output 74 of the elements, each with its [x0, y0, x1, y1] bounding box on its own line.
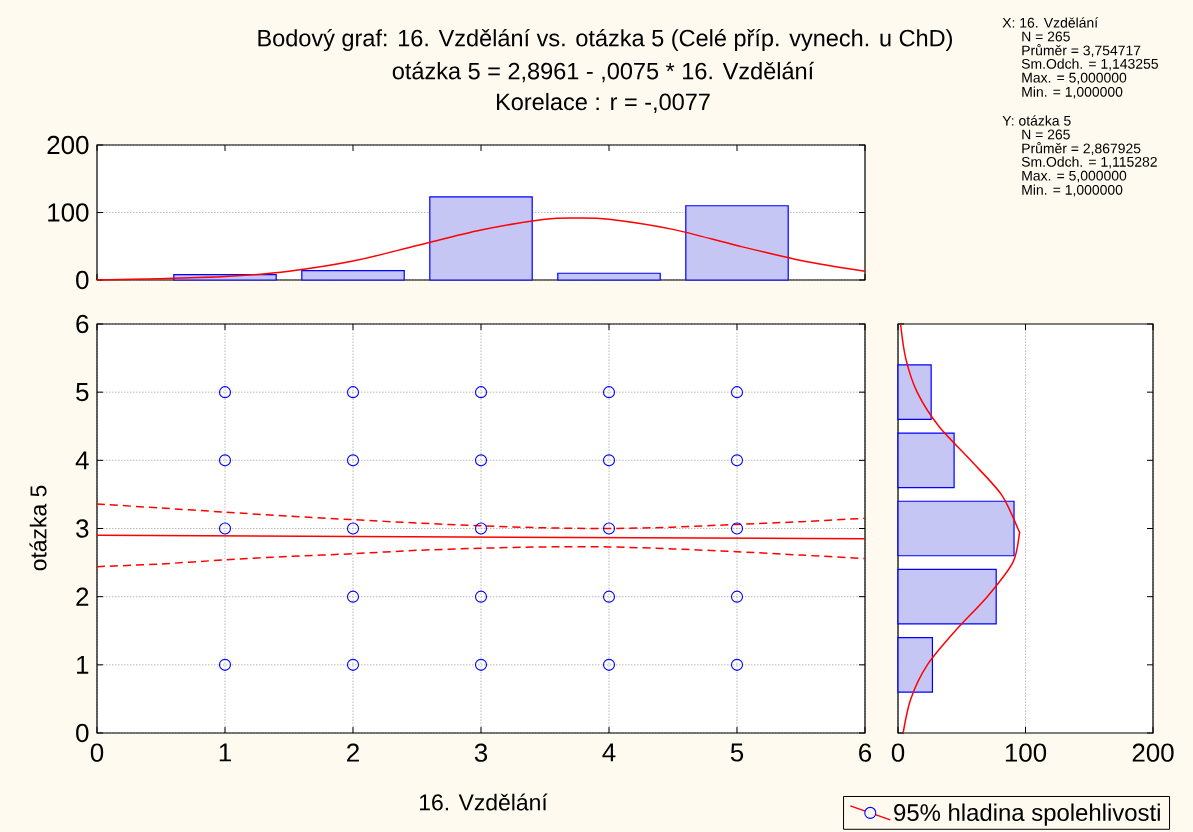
point: [346, 590, 360, 603]
x-tick-label: 0: [90, 743, 104, 762]
point: [474, 590, 488, 603]
text: Max. = 5,000000: [1022, 170, 1127, 183]
x-tick-label: 3: [474, 743, 488, 762]
point: [602, 386, 616, 399]
bar: [897, 636, 934, 693]
text: Sm.Odch. = 1,143255: [1021, 58, 1158, 71]
line-series: [96, 217, 866, 281]
x-tick-label: 6: [859, 743, 872, 762]
point: [218, 386, 232, 399]
x-axis-title: 16. Vzdělání: [419, 793, 548, 811]
point: [730, 658, 744, 671]
point: [218, 522, 232, 535]
bar: [557, 272, 661, 281]
text: Min. = 1,000000: [1022, 184, 1123, 197]
point: [474, 386, 488, 399]
text: N = 265: [1022, 31, 1070, 42]
x-tick-label: 100: [1005, 743, 1047, 762]
text: X: 16. Vzdělání: [1002, 17, 1099, 28]
y-tick-label: 100: [48, 203, 89, 222]
text: Korelace : r = -,0077: [497, 92, 710, 114]
x-tick-label: 2: [347, 743, 359, 762]
y-tick-label: 6: [76, 314, 89, 334]
bar: [301, 269, 405, 281]
text: Y: otázka 5: [1002, 115, 1071, 126]
point: [218, 658, 232, 671]
legend-label: 95% hladina spolehlivosti: [894, 803, 1160, 826]
point: [730, 386, 744, 399]
y-tick-label: 1: [77, 655, 89, 674]
x-tick-label: 200: [1132, 743, 1174, 762]
point: [730, 454, 744, 467]
y-tick-label: 0: [76, 270, 89, 290]
bar: [685, 205, 789, 281]
text: Průměr = 2,867925: [1022, 141, 1141, 155]
point: [346, 454, 360, 467]
text: Max. = 5,000000: [1022, 72, 1127, 85]
text: Sm.Odch. = 1,115282: [1021, 156, 1157, 169]
y-tick-label: 2: [76, 587, 89, 606]
text: N = 265: [1022, 129, 1070, 140]
text: Průměr = 3,754717: [1022, 43, 1141, 57]
x-tick-label: 0: [891, 743, 905, 762]
bar: [429, 196, 533, 281]
point: [346, 658, 360, 671]
y-tick-label: 3: [76, 519, 89, 538]
y-tick-label: 200: [47, 135, 89, 155]
point: [218, 454, 232, 467]
y-tick-label: 5: [76, 383, 89, 402]
point: [730, 590, 744, 603]
line-series: [96, 503, 866, 530]
x-tick-label: 4: [602, 743, 616, 762]
y-tick-label: 0: [76, 723, 89, 743]
point: [730, 522, 744, 535]
point: [602, 454, 616, 467]
point: [474, 522, 488, 535]
point: [474, 454, 488, 467]
chart-title: Bodový graf: 16. Vzdělání vs. otázka 5 (Celé příp. vynech. u ChD): [258, 28, 952, 52]
chart-subtitle: otázka 5 = 2,8961 - ,0075 * 16. Vzdělání: [392, 61, 815, 83]
y-axis-title: otázka 5: [29, 485, 47, 571]
bar: [897, 364, 932, 421]
point: [346, 522, 360, 535]
point: [346, 386, 360, 399]
point: [474, 658, 488, 671]
bar: [897, 432, 955, 489]
bar: [897, 500, 1015, 557]
x-tick-label: 1: [219, 743, 231, 762]
point: [602, 522, 616, 535]
text: Min. = 1,000000: [1022, 86, 1123, 99]
bar: [897, 568, 997, 625]
point: [602, 590, 616, 603]
x-tick-label: 5: [730, 743, 744, 762]
point: [602, 658, 616, 671]
y-tick-label: 4: [75, 451, 89, 470]
line-series: [96, 545, 866, 568]
